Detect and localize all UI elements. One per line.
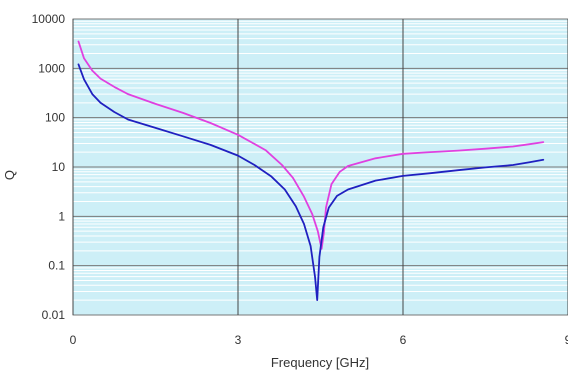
y-tick-label: 10000 [32, 12, 66, 26]
y-tick-label: 0.1 [48, 259, 65, 273]
series-line-1 [77, 40, 545, 250]
x-tick-label: 3 [235, 333, 242, 347]
y-tick-label: 10 [52, 160, 66, 174]
major-gridlines [72, 18, 568, 316]
y-tick-labels: 10000 1000 100 10 1 0.1 0.01 [32, 12, 66, 322]
x-axis-title: Frequency [GHz] [271, 355, 369, 370]
x-tick-label: 6 [400, 333, 407, 347]
y-tick-label: 1000 [38, 61, 65, 75]
x-tick-labels: 0 3 6 9 [70, 333, 568, 347]
x-tick-label: 0 [70, 333, 77, 347]
y-tick-label: 1 [58, 209, 65, 223]
series-layer [77, 40, 545, 301]
series-line-2 [77, 63, 545, 301]
y-tick-label: 0.01 [42, 308, 66, 322]
x-tick-label: 9 [565, 333, 568, 347]
y-axis-title: Q [2, 170, 17, 180]
y-tick-label: 100 [45, 111, 65, 125]
